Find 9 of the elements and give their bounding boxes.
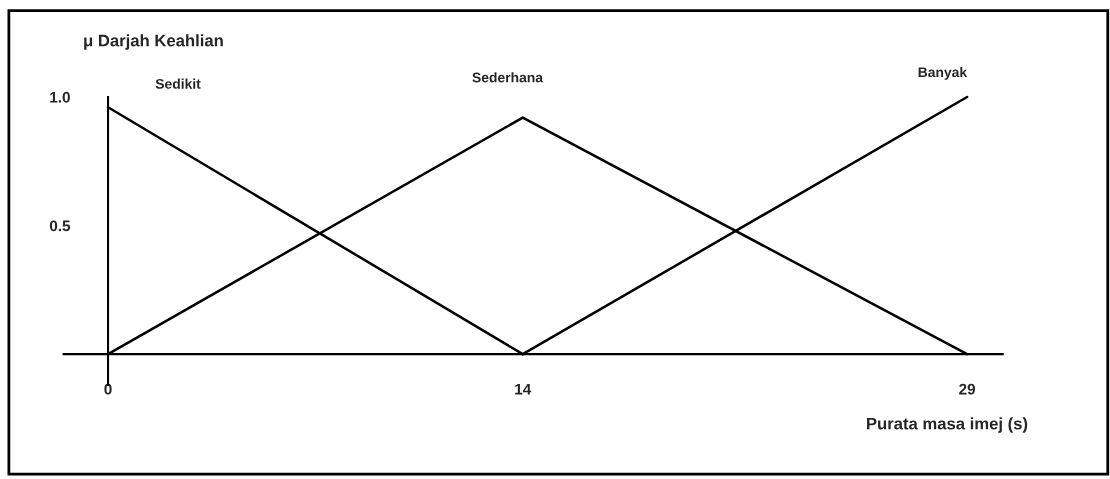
y-tick-label: 0.5	[49, 220, 71, 232]
y-tick-label: 1.0	[50, 91, 70, 103]
x-axis-title: Purata masa imej (s)	[867, 417, 1028, 433]
x-tick-label: 14	[515, 383, 532, 395]
text: Sedikit	[155, 78, 201, 89]
x-tick-label: 29	[959, 383, 976, 395]
y-axis-title: μ Darjah Keahlian	[84, 34, 223, 50]
text: Sederhana	[472, 72, 544, 83]
series-label: Banyak	[918, 66, 968, 80]
